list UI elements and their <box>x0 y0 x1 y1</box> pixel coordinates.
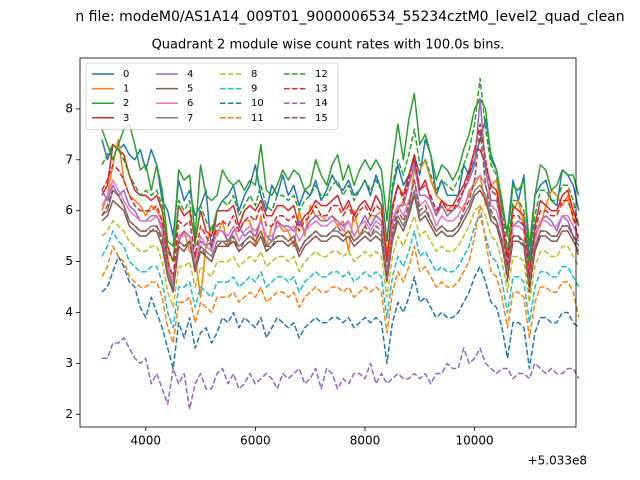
series-line-9 <box>101 215 580 329</box>
legend-label-6: 6 <box>187 98 193 109</box>
legend-label-7: 7 <box>187 113 193 124</box>
axes-layer: 4000 6000 8000 10000 2 3 4 5 6 7 8 <box>65 57 577 448</box>
legend-label-2: 2 <box>123 98 129 109</box>
axes-frame <box>79 57 577 428</box>
legend-label-8: 8 <box>251 69 257 80</box>
series-layer <box>101 77 580 410</box>
legend-label-3: 3 <box>123 113 129 124</box>
legend-label-15: 15 <box>315 113 328 124</box>
legend-label-4: 4 <box>187 69 193 80</box>
chart-subtitle: Quadrant 2 module wise count rates with … <box>152 38 505 53</box>
series-line-14 <box>101 337 580 410</box>
x-tick-label: 4000 <box>130 434 161 448</box>
series-line-6 <box>101 174 580 283</box>
chart-title: n file: modeM0/AS1A14_009T01_9000006534_… <box>75 9 624 25</box>
x-tick-label: 10000 <box>456 434 494 448</box>
series-line-10 <box>101 255 580 370</box>
legend-label-13: 13 <box>315 84 328 95</box>
legend-label-10: 10 <box>251 98 264 109</box>
y-tick-label: 4 <box>65 305 73 319</box>
legend-box <box>85 62 339 130</box>
series-line-0 <box>101 118 580 263</box>
legend-label-11: 11 <box>251 113 264 124</box>
y-tick-label: 6 <box>65 203 73 217</box>
x-offset-label: +5.033e8 <box>528 454 587 468</box>
y-tick-label: 7 <box>65 152 73 166</box>
y-tick-label: 8 <box>65 101 73 115</box>
series-line-13 <box>101 123 580 278</box>
legend-label-5: 5 <box>187 84 193 95</box>
series-line-15 <box>101 128 580 293</box>
series-line-5 <box>101 189 580 293</box>
legend-label-9: 9 <box>251 84 257 95</box>
y-tick-label: 3 <box>65 356 73 370</box>
y-tick-label: 5 <box>65 254 73 268</box>
series-line-12 <box>101 77 580 268</box>
x-tick-label: 8000 <box>350 434 381 448</box>
series-line-8 <box>101 204 580 309</box>
x-tick-label: 6000 <box>240 434 271 448</box>
series-line-2 <box>101 92 580 248</box>
series-line-11 <box>101 204 580 344</box>
y-tick-label: 2 <box>65 407 73 421</box>
legend-label-1: 1 <box>123 84 129 95</box>
legend-label-0: 0 <box>123 69 129 80</box>
legend-label-14: 14 <box>315 98 328 109</box>
legend-label-12: 12 <box>315 69 328 80</box>
